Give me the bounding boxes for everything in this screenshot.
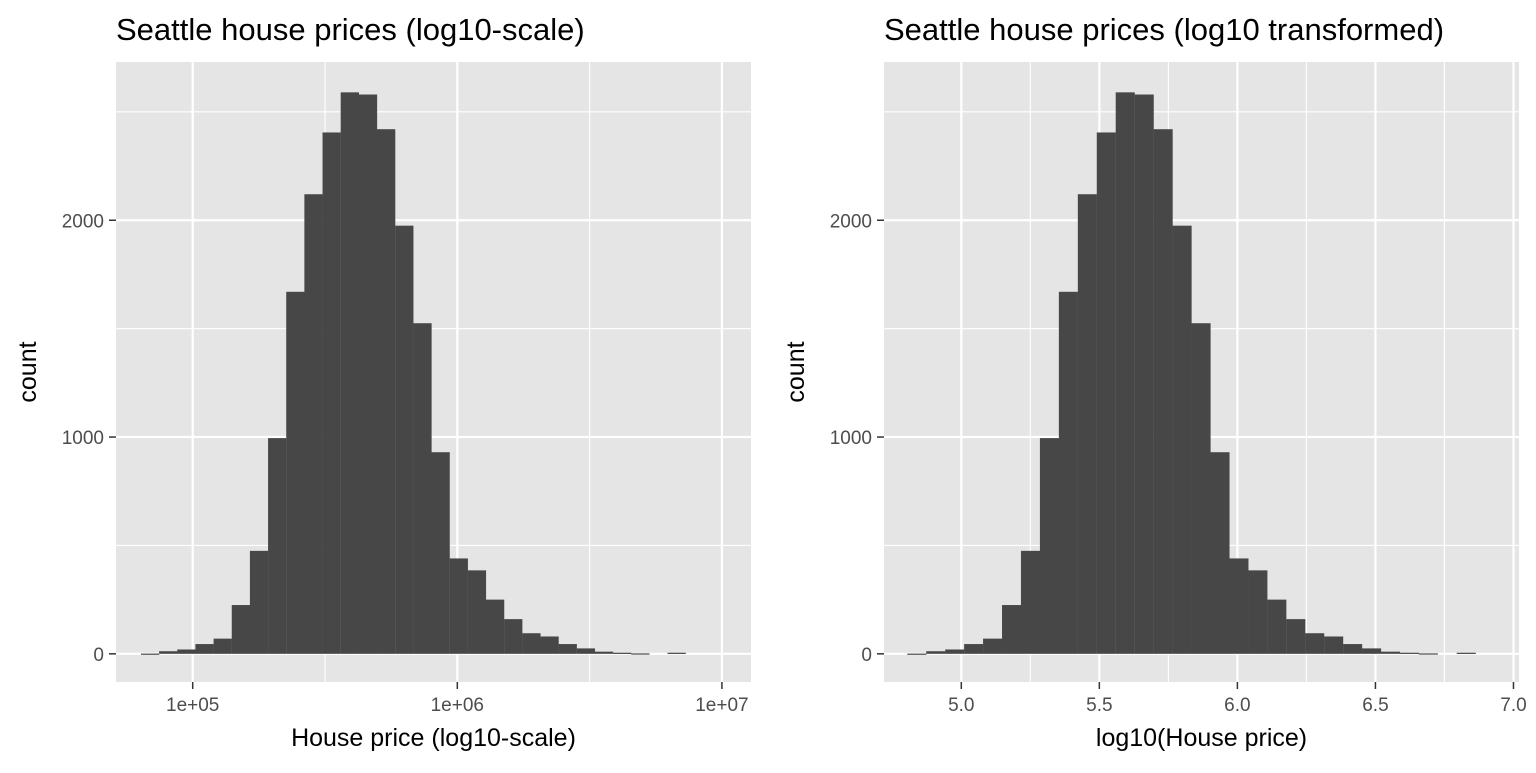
x-tick-label: 1e+05 — [166, 695, 219, 716]
histogram-bar — [1191, 323, 1211, 654]
histogram-bar — [983, 638, 1003, 654]
histogram-bar — [195, 644, 214, 654]
histogram-bar — [1305, 633, 1325, 654]
histogram-bar — [964, 644, 984, 654]
histogram-bar — [1153, 129, 1173, 654]
histogram-bar — [1362, 648, 1382, 654]
histogram-bar — [140, 653, 160, 655]
chart-title: Seattle house prices (log10 transformed) — [884, 12, 1444, 47]
chart-panel-1: 0 1000 2000 1e+05 1e+06 1e+07 House price (log… — [14, 12, 751, 752]
y-tick-label: 2000 — [62, 211, 104, 232]
x-tick-label: 1e+06 — [431, 695, 484, 716]
histogram-bar — [631, 653, 650, 655]
histogram-bar — [1039, 438, 1059, 654]
histogram-bar — [304, 194, 323, 654]
y-axis-title: count — [782, 341, 810, 402]
histogram-bar — [322, 132, 341, 654]
histogram-bar — [907, 653, 927, 655]
histogram-bar — [467, 570, 487, 654]
histogram-bar — [594, 651, 614, 654]
y-axis-title: count — [14, 341, 42, 402]
x-axis-title: log10(House price) — [1096, 724, 1307, 752]
x-tick-label: 5.5 — [1086, 695, 1112, 716]
histogram-bar — [1134, 94, 1154, 654]
histogram-bar — [558, 644, 577, 654]
x-tick-label: 6.0 — [1224, 695, 1250, 716]
histogram-bar — [1399, 652, 1419, 654]
histogram-bar — [613, 652, 632, 654]
histogram-bar — [1324, 636, 1344, 654]
histogram-bar — [1002, 605, 1022, 654]
histogram-bar — [522, 633, 541, 654]
histogram-bar — [377, 129, 396, 654]
histogram-bar — [1210, 452, 1230, 654]
histogram-bar — [1096, 132, 1116, 654]
histogram-bar — [358, 94, 378, 654]
histogram-bar — [231, 605, 251, 654]
x-tick-label: 6.5 — [1362, 695, 1388, 716]
histogram-bar — [1115, 92, 1135, 654]
histogram-bar — [1020, 550, 1041, 654]
histogram-bar — [1418, 653, 1438, 655]
histogram-bar — [268, 438, 287, 654]
x-tick-label: 7.0 — [1500, 695, 1526, 716]
x-tick-label: 5.0 — [948, 695, 974, 716]
histogram-bar — [159, 651, 178, 654]
histogram-bar — [1248, 570, 1268, 654]
histogram-bar — [249, 550, 269, 654]
y-tick-label: 1000 — [62, 428, 104, 449]
histogram-bar — [667, 652, 686, 654]
histogram-bar — [177, 649, 196, 654]
y-tick-label: 1000 — [830, 428, 872, 449]
histogram-bar — [576, 648, 596, 654]
histogram-bar — [1456, 652, 1476, 654]
x-axis-title: House price (log10-scale) — [291, 724, 576, 752]
y-tick-label: 0 — [93, 645, 104, 666]
histogram-bar — [1229, 558, 1249, 654]
y-tick-label: 0 — [861, 645, 872, 666]
histogram-bar — [945, 649, 965, 654]
histogram-bar — [1172, 225, 1192, 654]
histogram-bar — [540, 636, 559, 654]
histogram-bar — [395, 225, 414, 654]
histogram-bar — [1058, 291, 1078, 654]
histogram-bar — [449, 558, 468, 654]
histogram-bar — [1343, 644, 1363, 654]
histogram-bar — [213, 638, 232, 654]
y-tick-label: 2000 — [830, 211, 872, 232]
histogram-bar — [1267, 599, 1287, 654]
histogram-bar — [926, 651, 946, 654]
histogram-bar — [340, 92, 359, 654]
histogram-bar — [1286, 619, 1306, 654]
x-tick-label: 1e+07 — [695, 695, 748, 716]
histogram-bar — [504, 619, 523, 654]
histogram-bar — [431, 452, 450, 654]
histogram-bar — [1077, 194, 1097, 654]
histogram-bar — [485, 599, 505, 654]
histogram-bar — [1380, 651, 1401, 654]
chart-panel-2: 0 1000 2000 5.0 5.5 6.0 6.5 7.0 log10(House pric… — [782, 12, 1527, 752]
chart-title: Seattle house prices (log10-scale) — [116, 12, 585, 47]
histogram-bar — [413, 323, 432, 654]
histogram-bar — [286, 291, 305, 654]
